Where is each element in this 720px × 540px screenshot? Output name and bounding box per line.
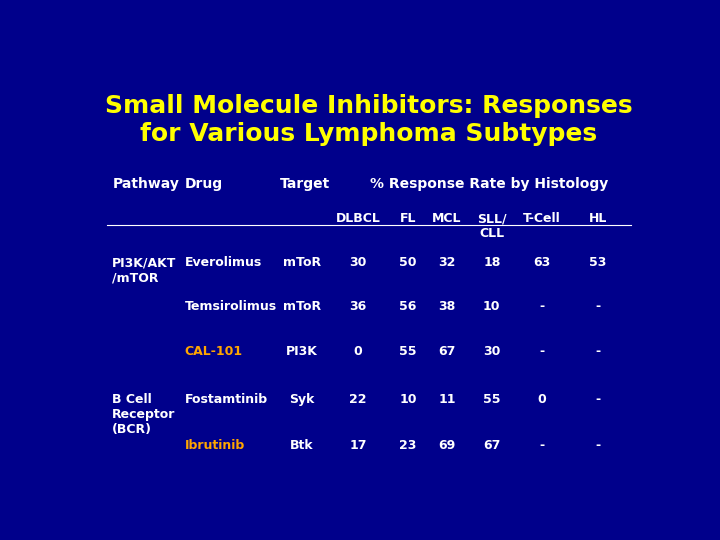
Text: Everolimus: Everolimus: [185, 256, 262, 269]
Text: mToR: mToR: [283, 300, 321, 313]
Text: 23: 23: [400, 439, 417, 452]
Text: 50: 50: [400, 256, 417, 269]
Text: Temsirolimus: Temsirolimus: [185, 300, 277, 313]
Text: 56: 56: [400, 300, 417, 313]
Text: 0: 0: [538, 393, 546, 406]
Text: 53: 53: [589, 256, 606, 269]
Text: SLL/
CLL: SLL/ CLL: [477, 212, 507, 240]
Text: Syk: Syk: [289, 393, 315, 406]
Text: PI3K/AKT
/mTOR: PI3K/AKT /mTOR: [112, 256, 176, 284]
Text: DLBCL: DLBCL: [336, 212, 380, 225]
Text: MCL: MCL: [433, 212, 462, 225]
Text: -: -: [539, 439, 544, 452]
Text: -: -: [595, 346, 600, 359]
Text: Small Molecule Inhibitors: Responses
for Various Lymphoma Subtypes: Small Molecule Inhibitors: Responses for…: [105, 94, 633, 146]
Text: 67: 67: [483, 439, 500, 452]
Text: 0: 0: [354, 346, 362, 359]
Text: -: -: [539, 346, 544, 359]
Text: 17: 17: [349, 439, 366, 452]
Text: -: -: [595, 300, 600, 313]
Text: 30: 30: [349, 256, 366, 269]
Text: CAL-101: CAL-101: [185, 346, 243, 359]
Text: 63: 63: [534, 256, 551, 269]
Text: 38: 38: [438, 300, 456, 313]
Text: T-Cell: T-Cell: [523, 212, 561, 225]
Text: PI3K: PI3K: [286, 346, 318, 359]
Text: Pathway: Pathway: [112, 177, 179, 191]
Text: 30: 30: [483, 346, 500, 359]
Text: 32: 32: [438, 256, 456, 269]
Text: 55: 55: [400, 346, 417, 359]
Text: Drug: Drug: [185, 177, 223, 191]
Text: -: -: [539, 300, 544, 313]
Text: 67: 67: [438, 346, 456, 359]
Text: 36: 36: [349, 300, 366, 313]
Text: HL: HL: [588, 212, 607, 225]
Text: -: -: [595, 393, 600, 406]
Text: 10: 10: [483, 300, 500, 313]
Text: Btk: Btk: [290, 439, 314, 452]
Text: mToR: mToR: [283, 256, 321, 269]
Text: 55: 55: [483, 393, 500, 406]
Text: 69: 69: [438, 439, 456, 452]
Text: FL: FL: [400, 212, 416, 225]
Text: Target: Target: [280, 177, 330, 191]
Text: 22: 22: [349, 393, 366, 406]
Text: % Response Rate by Histology: % Response Rate by Histology: [370, 177, 608, 191]
Text: 18: 18: [483, 256, 500, 269]
Text: Fostamtinib: Fostamtinib: [185, 393, 268, 406]
Text: 11: 11: [438, 393, 456, 406]
Text: B Cell
Receptor
(BCR): B Cell Receptor (BCR): [112, 393, 176, 436]
Text: -: -: [595, 439, 600, 452]
Text: 10: 10: [400, 393, 417, 406]
Text: Ibrutinib: Ibrutinib: [185, 439, 245, 452]
